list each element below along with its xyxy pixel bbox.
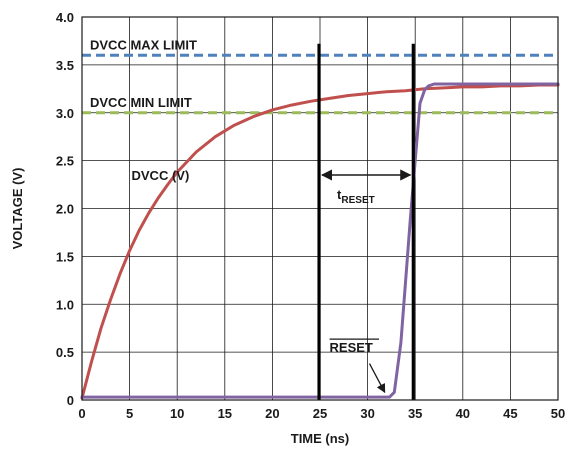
x-axis-label: TIME (ns) (291, 431, 350, 446)
y-tick-label: 0.5 (56, 345, 74, 360)
y-tick-label: 3.5 (56, 58, 74, 73)
y-tick-label: 2.5 (56, 154, 74, 169)
x-tick-label: 35 (408, 406, 422, 421)
t-reset-main: t (337, 187, 342, 202)
series-line-1 (80, 82, 560, 399)
y-tick-label: 3.0 (56, 106, 74, 121)
dvcc-max-limit-label: DVCC MAX LIMIT (90, 37, 197, 52)
y-axis-label: VOLTAGE (V) (10, 168, 25, 250)
series-layer (80, 82, 560, 400)
x-tick-label: 30 (360, 406, 374, 421)
reset-pointer-arrow (368, 363, 386, 394)
x-tick-label: 20 (265, 406, 279, 421)
dvcc-min-limit-label: DVCC MIN LIMIT (90, 95, 192, 110)
t-reset-subscript: RESET (341, 195, 374, 206)
x-tick-label: 45 (503, 406, 517, 421)
x-tick-label: 5 (126, 406, 133, 421)
annotations: DVCC MAX LIMIT DVCC MIN LIMIT DVCC (V) t… (90, 37, 412, 394)
y-tick-label: 1.5 (56, 249, 74, 264)
x-tick-label: 25 (313, 406, 327, 421)
tick-labels: 0 5 10 15 20 25 30 35 40 45 50 0 0.5 1.0 1.5 2.0 2.5 3.0 3… (56, 10, 565, 421)
series-line-0 (80, 83, 560, 400)
x-tick-label: 10 (170, 406, 184, 421)
dvcc-series-label: DVCC (V) (132, 168, 190, 183)
x-tick-label: 40 (456, 406, 470, 421)
x-tick-label: 15 (218, 406, 232, 421)
y-tick-label: 4.0 (56, 10, 74, 25)
t-reset-label: tRESET (337, 187, 375, 206)
y-tick-label: 1.0 (56, 297, 74, 312)
y-tick-label: 0 (67, 393, 74, 408)
x-tick-label: 0 (78, 406, 85, 421)
plot-frame (81, 16, 559, 401)
reset-signal-label: RESET (330, 340, 373, 355)
y-tick-label: 2.0 (56, 202, 74, 217)
x-tick-label: 50 (551, 406, 565, 421)
timing-markers (317, 43, 415, 400)
